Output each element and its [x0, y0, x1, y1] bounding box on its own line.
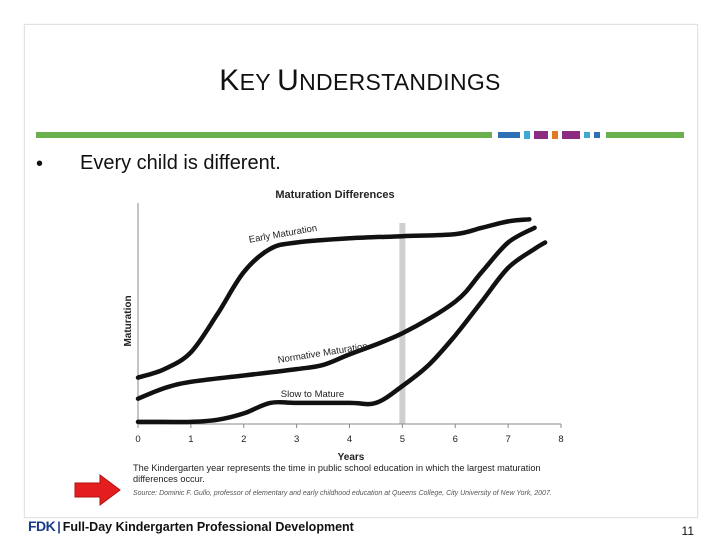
title-initial-u: U	[277, 64, 300, 97]
x-tick-label: 5	[400, 434, 405, 445]
x-tick-label: 7	[505, 434, 510, 445]
x-tick-label: 1	[188, 434, 193, 445]
slide-title: KEY UNDERSTANDINGS	[0, 64, 720, 98]
footer-text: Full-Day Kindergarten Professional Devel…	[62, 520, 354, 534]
series-label-normative-maturation: Normative Maturation	[277, 341, 368, 366]
header-bar-segment-6	[584, 132, 590, 138]
maturation-chart: Maturation Differences Maturation Years …	[123, 189, 564, 463]
x-tick-label: 8	[558, 434, 563, 445]
header-bar-segment-1	[498, 132, 520, 138]
chart-source: Source: Dominic F. Gullo, professor of e…	[133, 490, 552, 497]
page-number: 11	[681, 524, 694, 538]
x-tick-label: 6	[453, 434, 458, 445]
title-word-nderstandings: NDERSTANDINGS	[299, 69, 501, 95]
kindergarten-year-band	[399, 223, 406, 424]
header-bar-segment-5	[562, 131, 580, 139]
header-bar-segment-3	[534, 131, 548, 139]
series-line-normative-maturation	[135, 225, 537, 401]
x-tick-label: 3	[294, 434, 299, 445]
chart-ylabel: Maturation	[123, 295, 134, 346]
header-bar-segment-4	[552, 131, 558, 139]
series-line-slow-to-mature	[135, 240, 548, 425]
title-word-ey: EY	[239, 69, 278, 95]
bullet-text: Every child is different.	[80, 152, 281, 174]
footer: FDK | Full-Day Kindergarten Professional D…	[28, 518, 354, 534]
x-tick-label: 4	[347, 434, 352, 445]
header-color-bar	[36, 131, 684, 139]
red-arrow-icon[interactable]	[74, 474, 122, 506]
title-initial-k: K	[219, 64, 240, 97]
header-bar-green-left	[36, 132, 492, 138]
bullet-symbol: •	[36, 153, 44, 175]
footer-separator: |	[57, 520, 61, 534]
slide-frame	[24, 24, 698, 518]
chart-caption: The Kindergarten year represents the tim…	[133, 463, 541, 484]
chart-xlabel: Years	[338, 452, 365, 463]
header-bar-green-right	[606, 132, 684, 138]
chart-title: Maturation Differences	[275, 189, 394, 201]
header-bar-segment-2	[524, 131, 530, 139]
series-label-slow-to-mature: Slow to Mature	[281, 389, 344, 400]
header-bar-segment-7	[594, 132, 600, 138]
fdk-logo: FDK	[28, 518, 56, 534]
series-line-early-maturation	[135, 217, 532, 380]
x-tick-label: 2	[241, 434, 246, 445]
x-tick-label: 0	[135, 434, 140, 445]
